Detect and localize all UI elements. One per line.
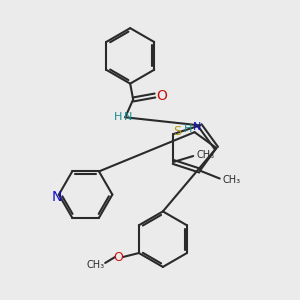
Text: CH₃: CH₃ [223,175,241,184]
Text: CH₃: CH₃ [86,260,104,270]
Text: O: O [157,88,167,103]
Text: N: N [52,190,62,204]
Text: O: O [113,251,123,265]
Text: N: N [124,112,132,122]
Text: CH₃: CH₃ [196,150,214,160]
Text: N: N [194,122,202,132]
Text: H: H [184,124,192,134]
Text: S: S [173,124,181,138]
Text: H: H [114,112,122,122]
